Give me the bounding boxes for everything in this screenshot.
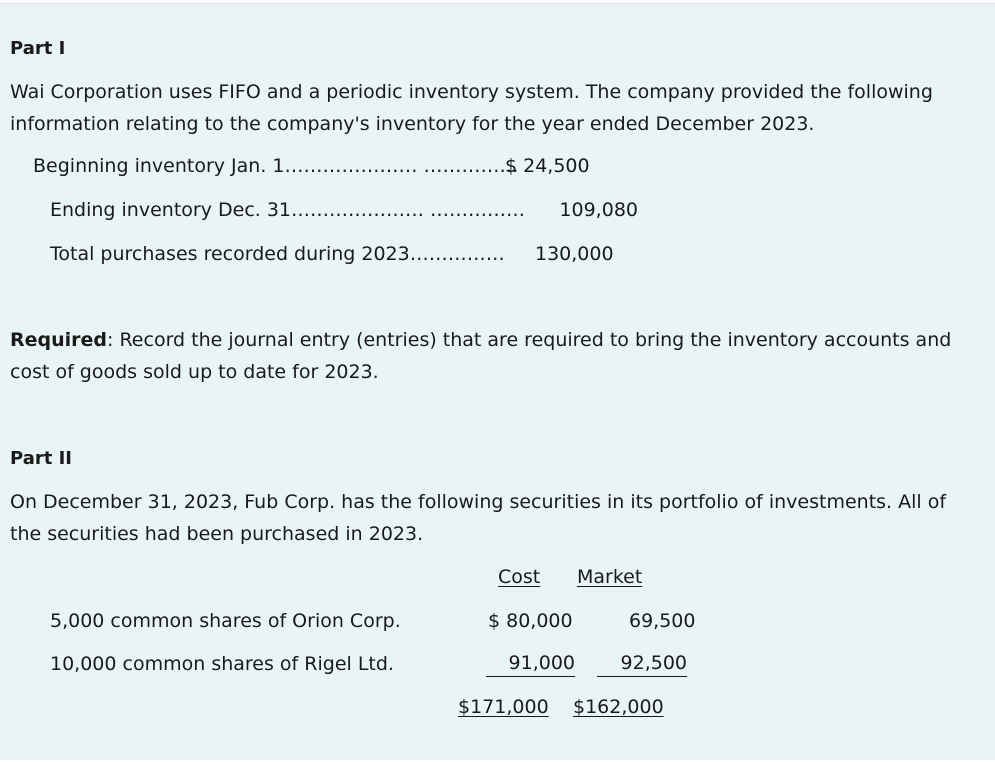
- required-text: : Record the journal entry (entries) tha…: [10, 329, 952, 383]
- orion-market: 69,500: [629, 610, 696, 632]
- part2-intro: On December 31, 2023, Fub Corp. has the …: [10, 491, 947, 545]
- total-cost: $171,000: [458, 696, 549, 718]
- part1-required: Required: Record the journal entry (entr…: [10, 324, 970, 388]
- content-panel: Part I Wai Corporation uses FIFO and a p…: [0, 3, 995, 760]
- column-market-header: Market: [577, 566, 643, 588]
- orion-cost: $ 80,000: [488, 610, 573, 632]
- total-purchases-value: 130,000: [535, 243, 614, 265]
- rigel-market: 92,500: [597, 651, 687, 677]
- rigel-shares-label: 10,000 common shares of Rigel Ltd.: [50, 653, 394, 675]
- rigel-cost: 91,000: [486, 651, 575, 677]
- total-market: $162,000: [573, 696, 664, 718]
- beginning-inventory-label: Beginning inventory Jan. 1………………… ……………: [33, 155, 519, 177]
- ending-inventory-label: Ending inventory Dec. 31………………… ……………: [50, 199, 526, 221]
- total-purchases-label: Total purchases recorded during 2023……………: [50, 243, 505, 265]
- part1-heading: Part I: [10, 38, 66, 59]
- ending-inventory-value: 109,080: [559, 199, 638, 221]
- beginning-inventory-value: $ 24,500: [505, 155, 590, 177]
- column-cost-header: Cost: [498, 566, 541, 588]
- part1-intro: Wai Corporation uses FIFO and a periodic…: [10, 81, 933, 135]
- part2-heading: Part II: [10, 448, 72, 469]
- orion-shares-label: 5,000 common shares of Orion Corp.: [50, 610, 401, 632]
- required-label: Required: [10, 329, 108, 351]
